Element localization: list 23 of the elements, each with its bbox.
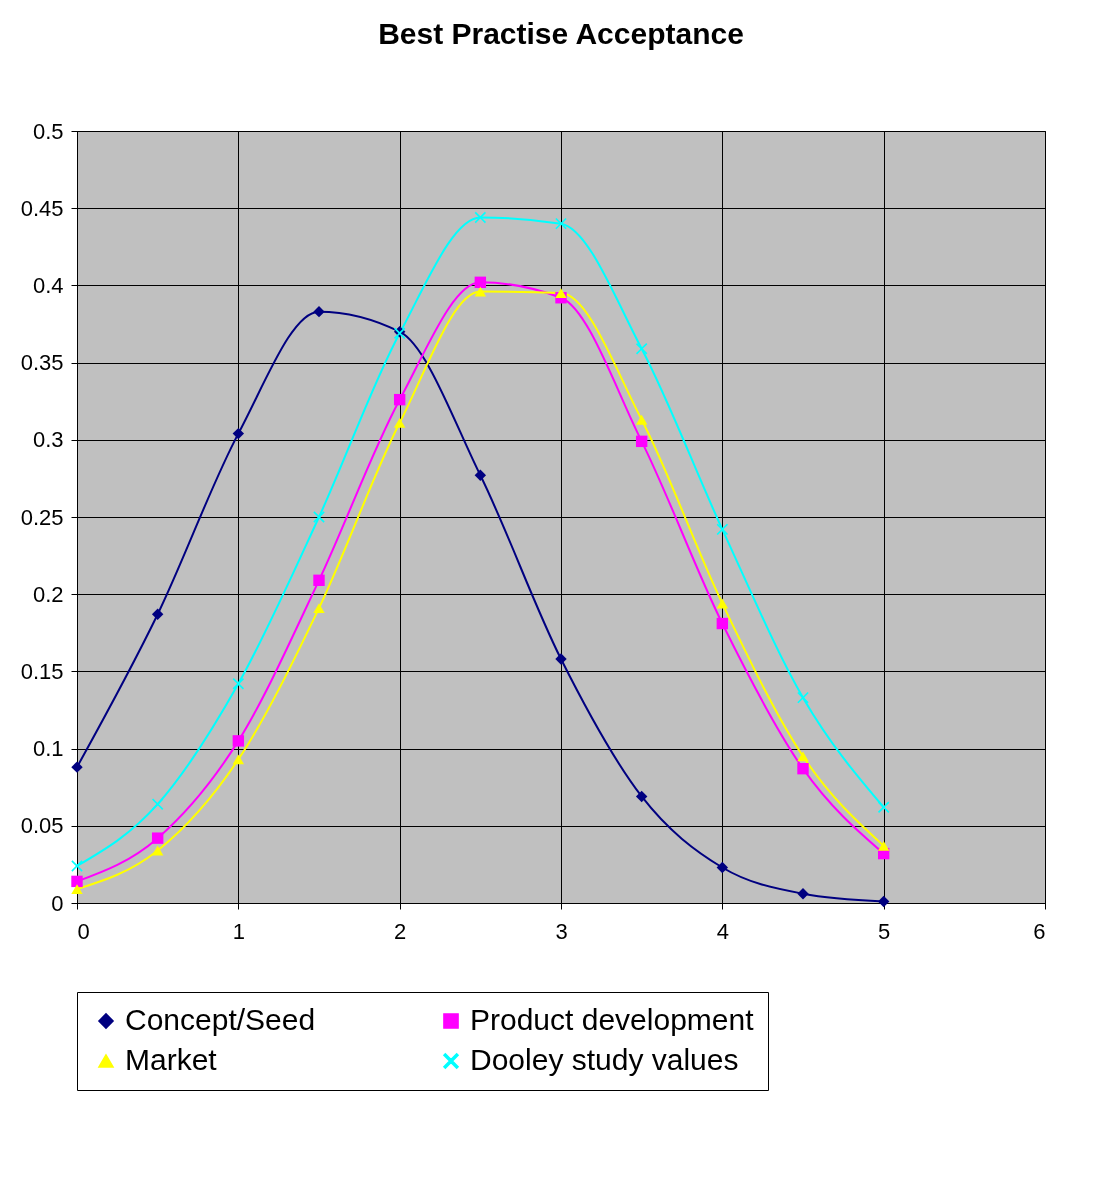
y-tick-label: 0.15 [20, 658, 64, 684]
x-tick-label: 6 [1033, 918, 1046, 944]
y-tick-label: 0.05 [20, 813, 64, 839]
x-tick-label: 2 [394, 918, 407, 944]
y-tick-label: 0.3 [32, 427, 64, 453]
x-tick-label: 1 [232, 918, 245, 944]
y-tick-label: 0 [51, 890, 64, 916]
y-tick-label: 0.4 [32, 272, 64, 298]
x-tick-label: 4 [716, 918, 729, 944]
y-tick-label: 0.1 [32, 736, 64, 762]
x-tick-label: 3 [555, 918, 568, 944]
x-tick-label: 5 [878, 918, 891, 944]
legend-label: Dooley study values [470, 1043, 739, 1076]
chart-title: Best Practise Acceptance [378, 17, 744, 50]
legend-label: Concept/Seed [125, 1003, 316, 1036]
legend-label: Market [125, 1043, 218, 1076]
y-tick-label: 0.45 [20, 195, 64, 221]
y-tick-label: 0.5 [32, 118, 64, 144]
y-tick-label: 0.2 [32, 581, 64, 607]
y-tick-label: 0.35 [20, 350, 64, 376]
x-tick-label: 0 [77, 918, 90, 944]
y-tick-label: 0.25 [20, 504, 64, 530]
legend-label: Product development [470, 1003, 755, 1036]
